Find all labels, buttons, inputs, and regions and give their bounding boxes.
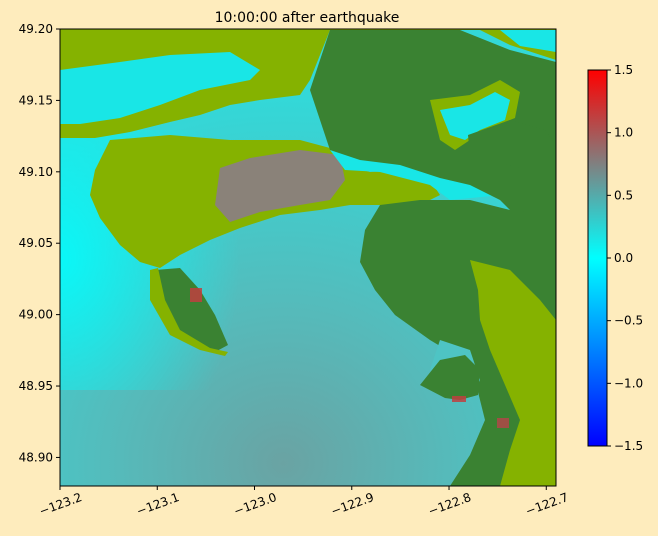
colorbar-tick-label: 0.5 <box>614 188 633 202</box>
y-tick-label: 48.90 <box>19 450 53 464</box>
upland-inlet-ridge <box>468 120 556 170</box>
lowland-point-roberts-rim <box>150 268 228 356</box>
x-axis: −123.2 −123.1 −123.0 −122.9 −122.8 −122.7 <box>37 486 570 518</box>
x-tick-label: −122.9 <box>329 490 376 518</box>
upland-northeast <box>310 30 556 220</box>
colorbar-tick-label: −1.0 <box>614 376 643 390</box>
y-tick-label: 48.95 <box>19 379 53 393</box>
colorbar-tick-label: 1.5 <box>614 63 633 77</box>
y-axis: 48.90 48.95 49.00 49.05 49.10 49.15 49.20 <box>19 22 60 464</box>
colorbar-axis: −1.5 −1.0 −0.5 0.0 0.5 1.0 1.5 <box>607 63 643 453</box>
cyan-channel-north <box>500 30 556 52</box>
cyan-river <box>60 52 260 124</box>
inundation-map <box>60 29 556 486</box>
x-tick-label: −123.1 <box>135 490 182 518</box>
cyan-inlet <box>440 92 510 140</box>
upland-southeast-peninsula <box>420 355 480 400</box>
y-tick-label: 49.05 <box>19 236 53 250</box>
x-tick-label: −122.7 <box>524 490 571 518</box>
x-tick-label: −123.0 <box>232 490 279 518</box>
upland-point-roberts <box>152 268 228 352</box>
y-tick-label: 49.15 <box>19 93 53 107</box>
chart-title: 10:00:00 after earthquake <box>215 10 400 26</box>
colorbar <box>587 69 608 447</box>
lowland-east-coast <box>470 260 556 486</box>
colorbar-tick-label: 1.0 <box>614 126 633 140</box>
x-tick-label: −122.8 <box>426 490 473 518</box>
inundated-delta <box>215 150 345 222</box>
colorbar-tick-label: 0.0 <box>614 251 633 265</box>
x-tick-label: −123.2 <box>37 490 84 518</box>
y-tick-label: 49.10 <box>19 165 53 179</box>
colorbar-tick-label: −1.5 <box>614 439 643 453</box>
colorbar-tick-label: −0.5 <box>614 314 643 328</box>
y-tick-label: 49.00 <box>19 308 53 322</box>
inundated-patch <box>452 396 466 402</box>
inundated-patch <box>190 288 202 302</box>
inundated-patch <box>497 418 509 428</box>
y-tick-label: 49.20 <box>19 22 53 36</box>
plot-frame <box>59 28 557 487</box>
